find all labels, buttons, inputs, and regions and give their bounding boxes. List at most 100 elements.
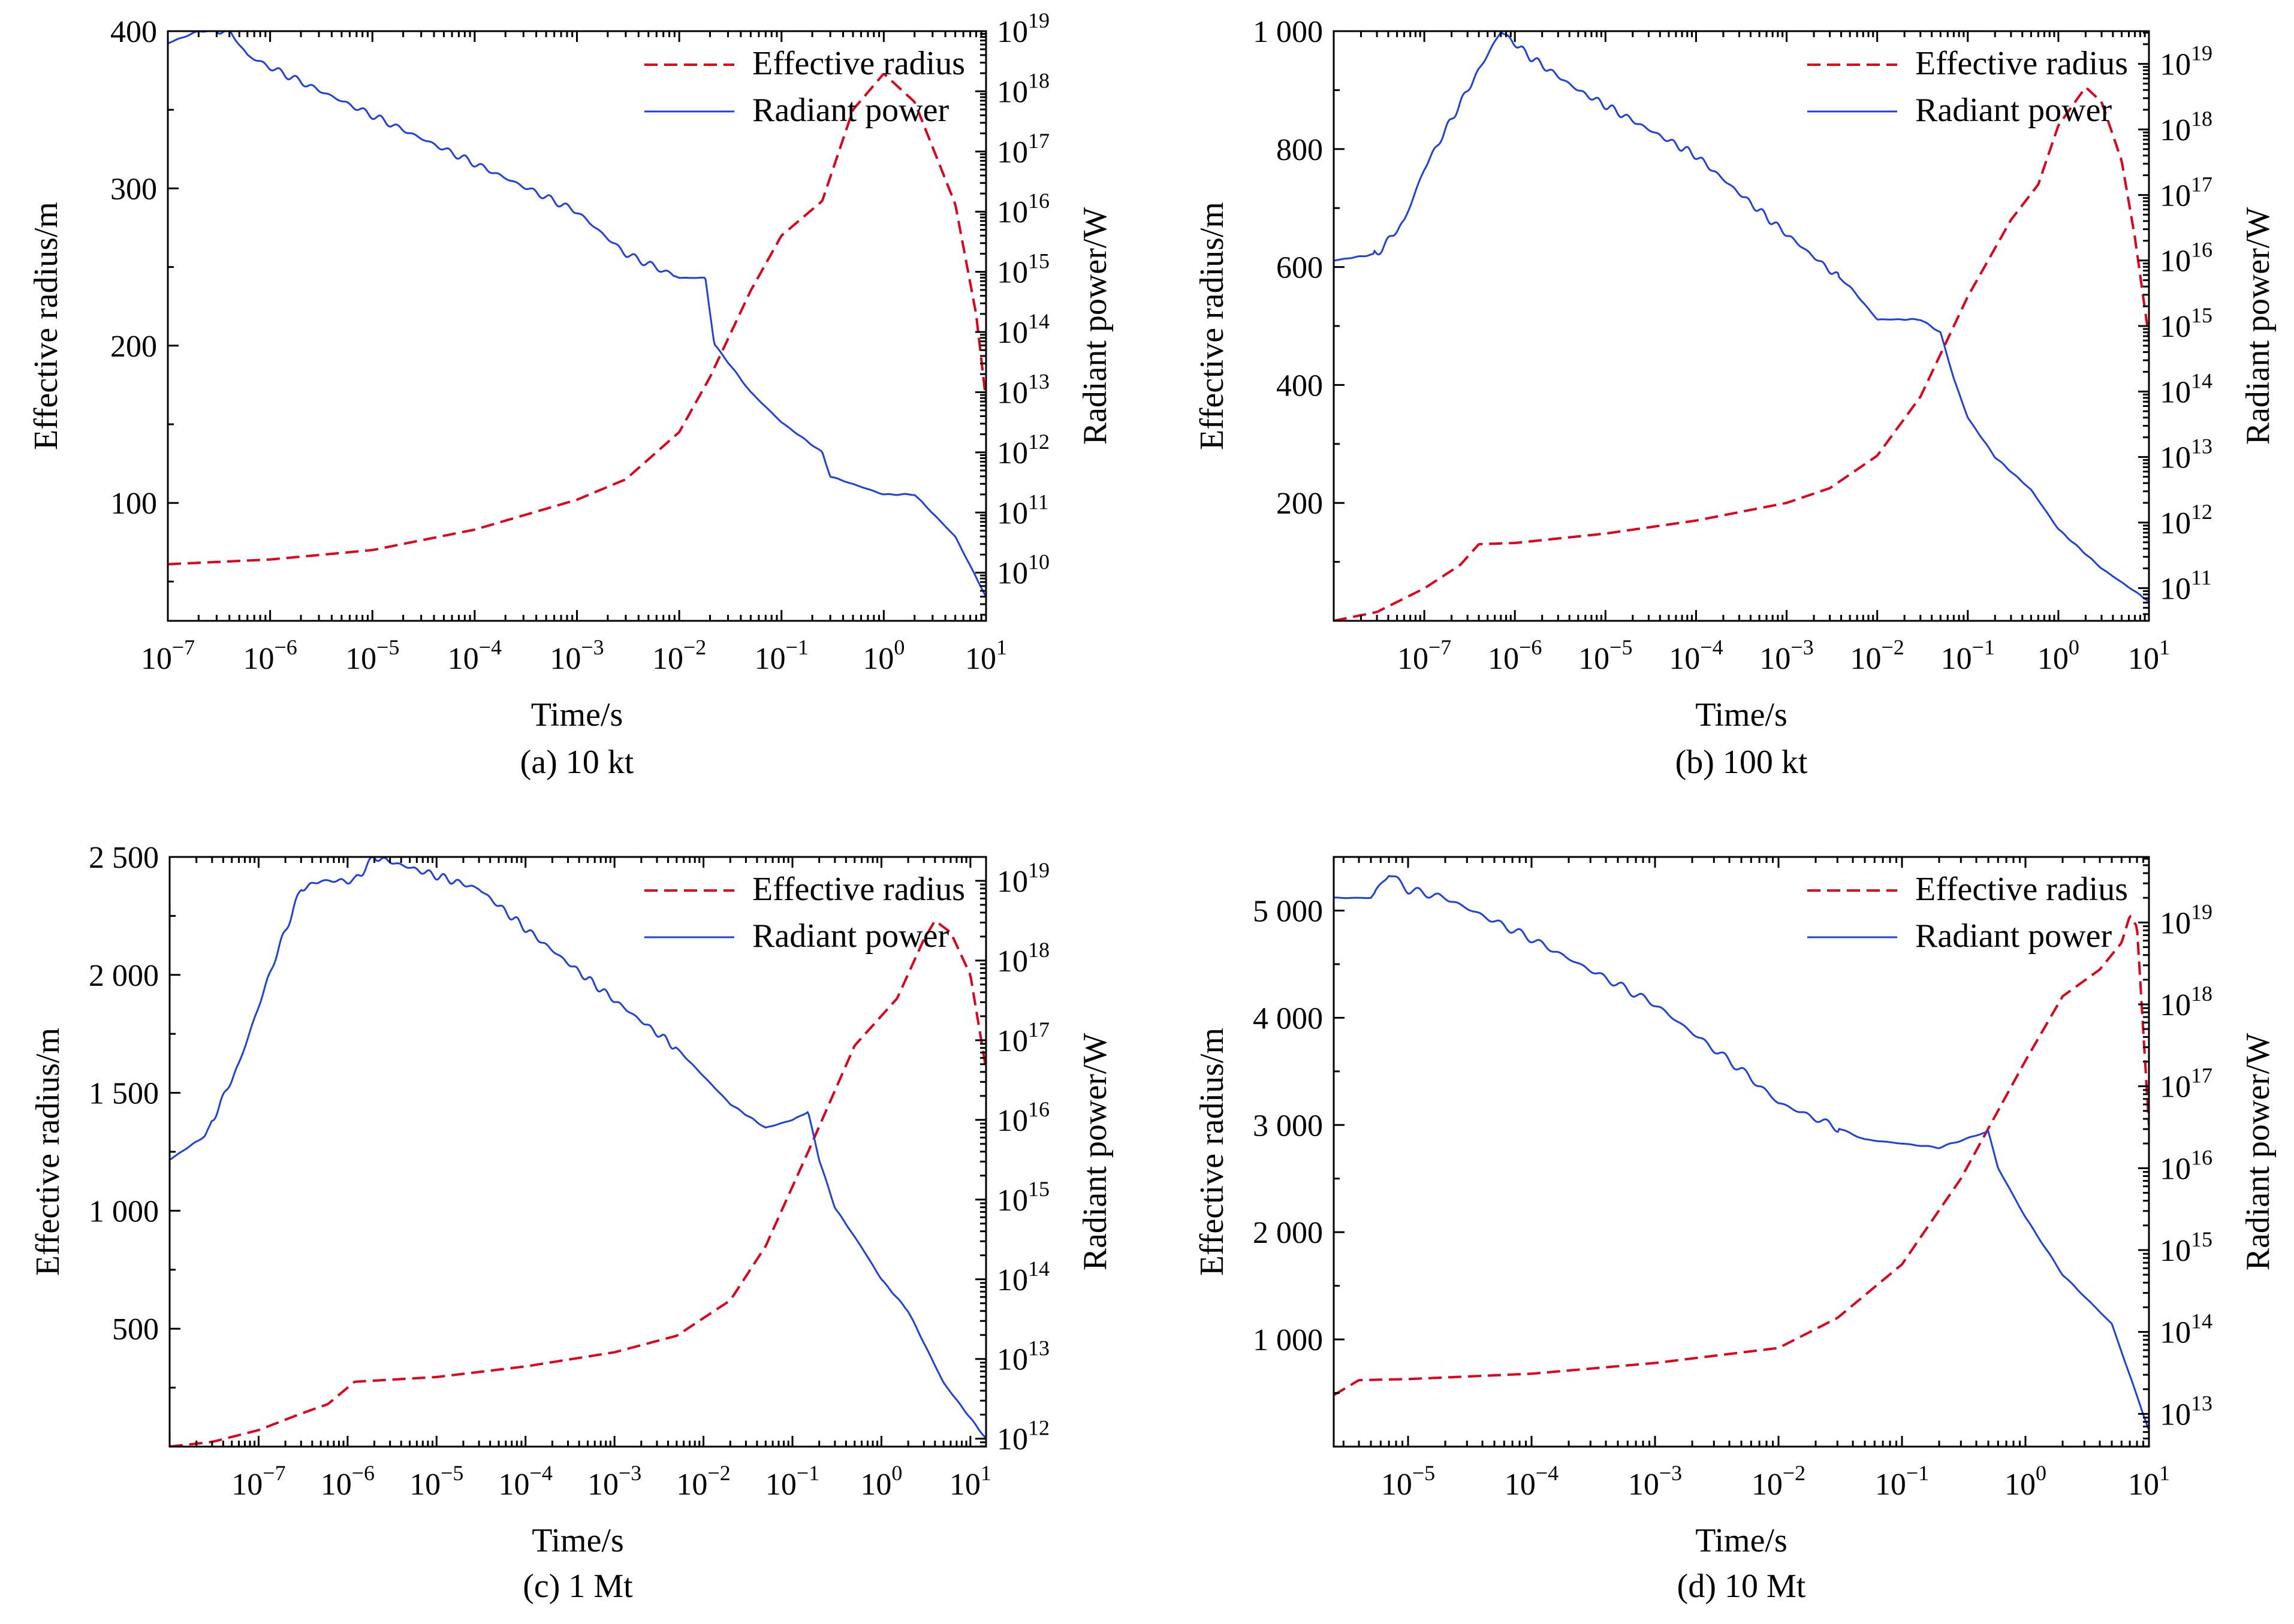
x-tick-label: 10−2 xyxy=(676,1461,730,1502)
x-tick-label: 10−3 xyxy=(1628,1461,1682,1502)
y-tick-label: 4 000 xyxy=(1253,1001,1323,1036)
y2-tick-label: 1018 xyxy=(2160,982,2212,1022)
x-tick-label: 10−1 xyxy=(1875,1461,1929,1502)
y-axis-right-b: 1011 1012 1013 1014 1015 1016 1017 1018 1019 xyxy=(2138,32,2212,615)
y2-tick-label: 1011 xyxy=(997,490,1049,530)
y2-tick-label: 1018 xyxy=(2160,107,2212,147)
y-tick-label: 2 000 xyxy=(1253,1216,1323,1250)
y-axis-right-c: 1012 1013 1014 1015 1016 1017 1018 1019 xyxy=(975,858,1050,1457)
y2-tick-label: 1010 xyxy=(997,550,1050,591)
x-tick-label: 10−7 xyxy=(231,1461,285,1502)
x-tick-label: 10−6 xyxy=(243,635,297,676)
y2-tick-label: 1019 xyxy=(2160,899,2212,940)
x-tick-label: 10−3 xyxy=(587,1461,641,1502)
y2-axis-label: Radiant power/W xyxy=(1077,207,1114,445)
y2-tick-label: 1015 xyxy=(997,1177,1050,1218)
y-tick-label: 400 xyxy=(1276,369,1323,403)
radiant-power-line-b xyxy=(1334,31,2149,602)
y2-tick-label: 1013 xyxy=(2160,434,2212,475)
y2-tick-label: 1016 xyxy=(997,189,1050,230)
x-axis-d: 10−5 10−4 10−3 10−2 10−1 100 101 xyxy=(1342,857,2170,1502)
x-axis-c: 10−7 10−6 10−5 10−4 10−3 10−2 10−1 100 101 xyxy=(168,857,991,1502)
legend-label-radiant-power: Radiant power xyxy=(1915,92,2112,129)
x-tick-label: 10−5 xyxy=(1381,1461,1435,1502)
y2-tick-label: 1019 xyxy=(997,858,1050,899)
x-axis-label: Time/s xyxy=(1695,696,1787,733)
x-axis-label: Time/s xyxy=(1695,1522,1787,1559)
y-axis-label: Effective radius/m xyxy=(29,1028,67,1276)
x-tick-label: 101 xyxy=(2128,1461,2170,1502)
x-tick-label: 100 xyxy=(860,1461,902,1502)
chart-panel-c: 10−7 10−6 10−5 10−4 10−3 10−2 10−1 100 101 500 1 0… xyxy=(29,841,1114,1605)
y-tick-label: 800 xyxy=(1276,133,1323,167)
x-tick-label: 10−3 xyxy=(550,635,604,676)
effective-radius-line-c xyxy=(170,919,986,1447)
x-tick-label: 101 xyxy=(949,1461,991,1502)
x-tick-label: 10−1 xyxy=(765,1461,819,1502)
x-tick-label: 10−1 xyxy=(755,635,809,676)
x-tick-label: 10−1 xyxy=(1941,635,1995,676)
y2-tick-label: 1013 xyxy=(2160,1391,2212,1432)
y-axis-right-d: 1013 1014 1015 1016 1017 1018 1019 xyxy=(2138,858,2212,1448)
y-tick-label: 400 xyxy=(110,15,157,49)
legend-d: Effective radius Radiant power xyxy=(1807,871,2128,955)
x-tick-label: 10−5 xyxy=(409,1461,463,1502)
y-tick-label: 500 xyxy=(112,1312,159,1347)
y2-tick-label: 1014 xyxy=(2160,1309,2212,1350)
legend-label-effective-radius: Effective radius xyxy=(752,871,965,908)
y2-tick-label: 1015 xyxy=(2160,1227,2212,1268)
y2-tick-label: 1014 xyxy=(997,1257,1050,1297)
x-tick-label: 10−5 xyxy=(1578,635,1632,676)
legend-label-radiant-power: Radiant power xyxy=(1915,917,2112,955)
y-tick-label: 2 500 xyxy=(89,841,159,875)
y-tick-label: 200 xyxy=(110,330,157,364)
x-axis-label: Time/s xyxy=(531,696,623,733)
y-tick-label: 2 000 xyxy=(89,959,159,993)
y2-tick-label: 1019 xyxy=(997,8,1050,49)
x-tick-label: 10−3 xyxy=(1759,635,1813,676)
y-tick-label: 100 xyxy=(110,487,157,521)
x-tick-label: 10−2 xyxy=(1850,635,1904,676)
x-tick-label: 100 xyxy=(2004,1461,2046,1502)
chart-panel-d: 10−5 10−4 10−3 10−2 10−1 100 101 1 000 2 000 3 00… xyxy=(1193,856,2277,1605)
y2-axis-label: Radiant power/W xyxy=(2239,207,2277,445)
x-tick-label: 10−7 xyxy=(1397,635,1451,676)
y-axis-label: Effective radius/m xyxy=(1193,1028,1231,1276)
legend-label-effective-radius: Effective radius xyxy=(1915,45,2128,82)
y-tick-label: 1 500 xyxy=(89,1077,159,1111)
radiant-power-line-d xyxy=(1334,875,2149,1430)
panel-caption: (d) 10 Mt xyxy=(1677,1568,1806,1605)
panel-caption: (a) 10 kt xyxy=(520,744,634,781)
panel-caption: (c) 1 Mt xyxy=(523,1568,633,1605)
y2-tick-label: 1015 xyxy=(997,249,1050,290)
x-tick-label: 10−4 xyxy=(499,1461,553,1502)
y-tick-label: 600 xyxy=(1276,251,1323,285)
y2-tick-label: 1017 xyxy=(997,1018,1050,1058)
x-tick-label: 10−7 xyxy=(141,635,195,676)
y2-tick-label: 1016 xyxy=(2160,1145,2212,1186)
legend-c: Effective radius Radiant power xyxy=(644,871,965,955)
y2-tick-label: 1016 xyxy=(2160,238,2212,279)
y-tick-label: 200 xyxy=(1276,487,1323,521)
x-tick-label: 10−6 xyxy=(321,1461,375,1502)
y-tick-label: 1 000 xyxy=(89,1194,159,1228)
panel-caption: (b) 100 kt xyxy=(1675,744,1808,781)
y2-tick-label: 1016 xyxy=(997,1097,1050,1138)
legend-label-effective-radius: Effective radius xyxy=(1915,871,2128,908)
x-tick-label: 101 xyxy=(965,635,1007,676)
y-tick-label: 300 xyxy=(110,172,157,206)
y2-tick-label: 1014 xyxy=(2160,369,2212,409)
y2-tick-label: 1019 xyxy=(2160,41,2212,82)
y2-tick-label: 1012 xyxy=(997,1416,1050,1457)
effective-radius-line-d xyxy=(1334,914,2149,1396)
y-axis-left-b: 200 400 600 800 1 000 xyxy=(1253,15,1345,622)
y2-tick-label: 1018 xyxy=(997,938,1050,979)
x-axis-b: 10−7 10−6 10−5 10−4 10−3 10−2 10−1 100 101 xyxy=(1333,31,2170,676)
y2-axis-label: Radiant power/W xyxy=(1077,1033,1114,1271)
y2-tick-label: 1011 xyxy=(2160,565,2212,606)
y2-tick-label: 1012 xyxy=(997,430,1050,470)
x-tick-label: 10−4 xyxy=(448,635,502,676)
y2-tick-label: 1017 xyxy=(2160,172,2212,213)
y2-tick-label: 1017 xyxy=(997,129,1050,170)
